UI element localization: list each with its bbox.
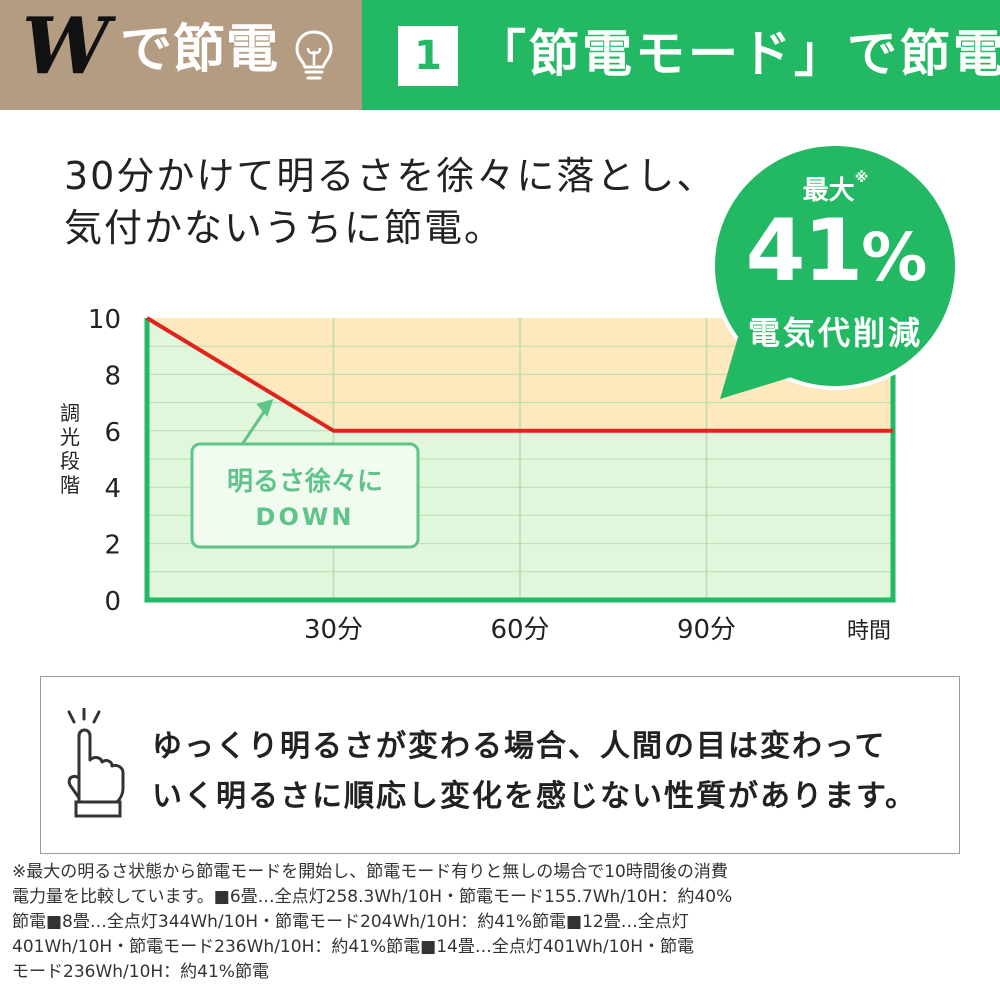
y-tick-label: 8 <box>104 361 121 391</box>
x-axis-label: 時間 <box>847 619 891 644</box>
lead-text: 30分かけて明るさを徐々に落とし、 気付かないうちに節電。 <box>64 150 716 254</box>
y-tick-label: 6 <box>104 418 121 448</box>
y-axis-label-char: 光 <box>60 425 80 449</box>
brand-title: で節電 <box>120 20 280 80</box>
y-tick-label: 10 <box>88 305 121 335</box>
badge-footnote-mark: ※ <box>854 170 869 186</box>
footnote-line: ※最大の明るさ状態から節電モードを開始し、節電モード有りと無しの場合で10時間後… <box>12 862 728 882</box>
x-tick-label: 30分 <box>304 615 363 645</box>
section-banner <box>362 0 1000 110</box>
lightbulb-icon <box>295 30 333 80</box>
note-box <box>40 676 960 854</box>
annotation-arrow-head <box>256 398 274 417</box>
brand-logo-w: W <box>22 1 110 92</box>
footnote-line: モード236Wh/10H：約41%節電 <box>12 962 269 982</box>
footnote: ※最大の明るさ状態から節電モードを開始し、節電モード有りと無しの場合で10時間後… <box>12 860 990 985</box>
badge-label: 最大※ <box>706 170 965 207</box>
badge-label-text: 最大 <box>802 176 855 206</box>
lead-line-2: 気付かないうちに節電。 <box>64 206 505 250</box>
savings-badge-bubble <box>711 142 959 399</box>
y-axis-label-char: 調 <box>60 401 80 425</box>
series-line <box>145 316 893 433</box>
note-text: ゆっくり明るさが変わる場合、人間の目は変わって いく明るさに順応し変化を感じない… <box>152 722 917 822</box>
brand-banner <box>0 0 362 110</box>
badge-value-unit: % <box>861 219 927 296</box>
footnote-line: 節電■8畳…全点灯344Wh/10H・節電モード204Wh/10H：約41%節電… <box>12 912 689 932</box>
badge-value-number: 41 <box>745 201 864 301</box>
y-axis-label-char: 段 <box>60 449 80 473</box>
annotation-box <box>190 442 420 549</box>
section-number: 1 <box>398 26 458 86</box>
note-line-2: いく明るさに順応し変化を感じない性質があります。 <box>152 779 917 814</box>
lead-line-1: 30分かけて明るさを徐々に落とし、 <box>64 154 717 198</box>
y-tick-label: 2 <box>104 531 121 561</box>
y-axis-label-char: 階 <box>60 473 80 497</box>
y-tick-label: 0 <box>104 587 121 617</box>
annotation-line-1: 明るさ徐々に <box>227 466 383 497</box>
chart-axis-frame <box>144 318 896 603</box>
badge-value: 41% <box>706 208 965 294</box>
annotation-line-2: DOWN <box>256 503 355 531</box>
footnote-line: 401Wh/10H・節電モード236Wh/10H：約41%節電■14畳…全点灯4… <box>12 937 694 957</box>
annotation-arrow-line <box>241 406 269 444</box>
section-title: 「節電モード」で節電 <box>476 25 1000 83</box>
y-tick-label: 4 <box>104 474 121 504</box>
x-tick-label: 90分 <box>677 615 736 645</box>
badge-caption: 電気代削減 <box>747 314 923 352</box>
note-line-1: ゆっくり明るさが変わる場合、人間の目は変わって <box>152 729 887 764</box>
footnote-line: 電力量を比較しています。■6畳…全点灯258.3Wh/10H・節電モード155.… <box>12 887 733 907</box>
x-tick-label: 60分 <box>490 615 549 645</box>
pointing-hand-icon <box>67 708 125 818</box>
